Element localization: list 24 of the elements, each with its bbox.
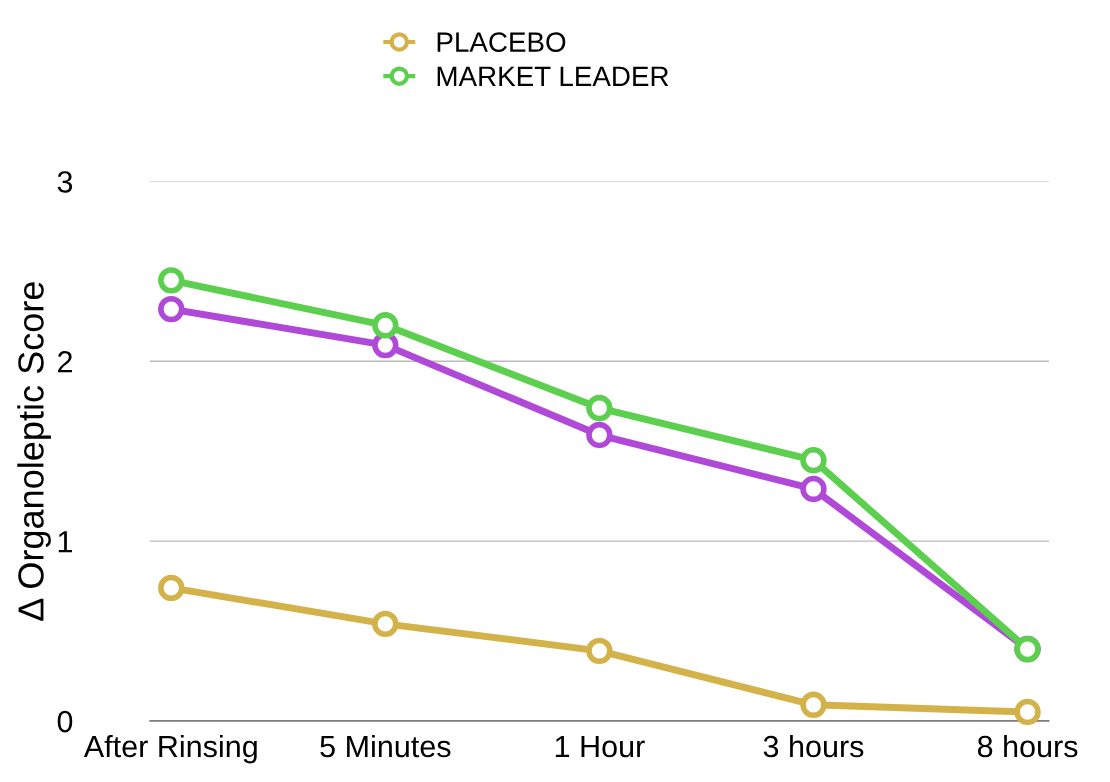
point [372,312,399,339]
point [586,421,613,449]
legend-label: MARKET LEADER [437,66,669,86]
legend-label: PLACEBO [437,32,566,52]
x-tick-label: After Rinsing [83,734,257,764]
x-tick-label: 8 hours [977,734,1078,758]
point [800,475,827,503]
point [1014,698,1041,726]
y-tick-label: 3 [57,171,73,193]
y-tick-label: 1 [58,531,72,553]
y-tick-label: 0 [57,710,73,733]
point [800,691,827,719]
point [158,574,185,602]
point [158,295,185,323]
x-tick-label: 3 hours [763,734,864,758]
point [158,267,185,294]
x-tick-label: 5 Minutes [320,734,451,758]
y-axis-title: Δ Organoleptic Score [17,282,51,621]
y-tick-label: 2 [58,351,72,373]
point [586,394,613,422]
point [586,637,613,665]
point [372,610,399,638]
point [800,447,827,474]
x-tick-label: 1 Hour [555,736,645,758]
